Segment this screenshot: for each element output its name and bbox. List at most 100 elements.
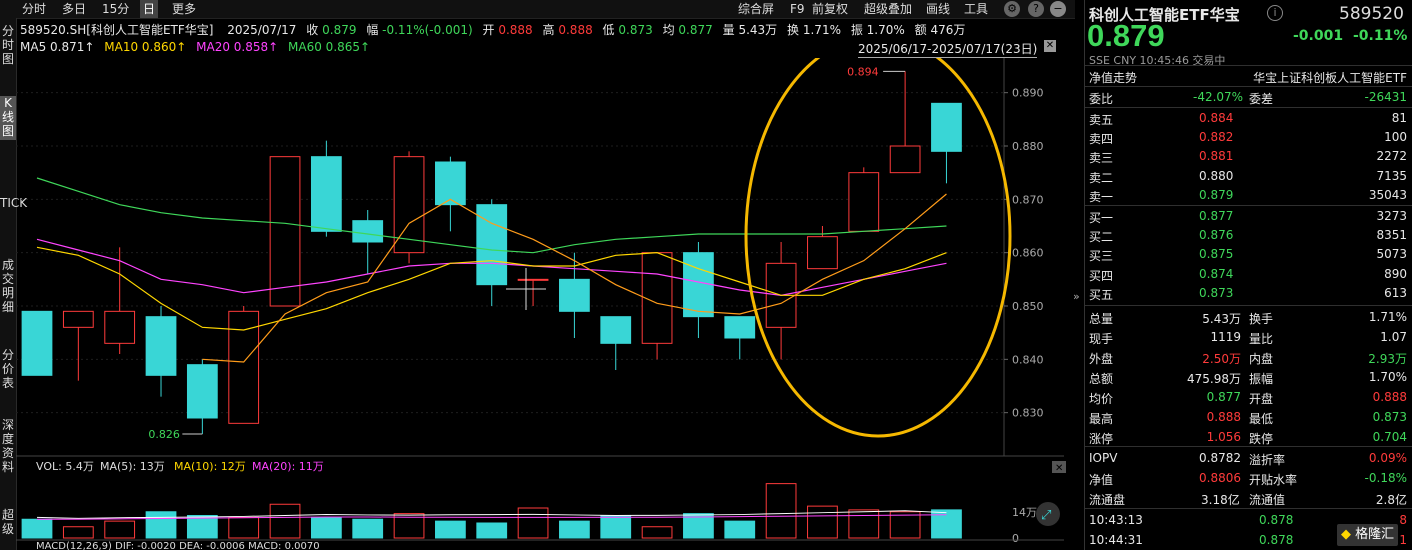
stats-row: 总额 475.98万 振幅 1.70% (1089, 368, 1409, 387)
stats-row: 总量 5.43万 换手 1.71% (1089, 308, 1409, 327)
stats-label: 外盘 (1089, 352, 1114, 366)
bid-price: 0.876 (1199, 228, 1234, 243)
kline-chart[interactable]: 0.890 0.880 0.870 0.860 0.850 0.840 0.830 0.894… (16, 58, 1074, 550)
tab-overlay[interactable]: 超级叠加 (864, 2, 913, 16)
low-value: 0.873 (618, 23, 653, 37)
ask-row[interactable]: 卖三 0.881 2272 (1089, 147, 1409, 166)
tab-daily[interactable]: 日 (140, 0, 159, 18)
nav-trend-link[interactable]: 净值走势 (1089, 71, 1138, 85)
amplitude-value: 1.70% (866, 23, 905, 37)
stats-row: 现手 1119 量比 1.07 (1089, 328, 1409, 347)
volume-tick-label: 14万 (1012, 506, 1037, 519)
iopv-row: IOPV 0.8782 溢折率 0.09% (1089, 449, 1409, 468)
stats-label: 总额 (1089, 372, 1114, 386)
ask-label: 卖四 (1089, 132, 1114, 147)
expand-arrow-icon[interactable]: » (1073, 290, 1080, 303)
y-tick-label: 0.840 (1012, 353, 1044, 366)
stats-value: 1.07 (1380, 330, 1407, 344)
chart-toolbar: 分时 多日 15分 日 更多 综合屏 F9 前复权 超级叠加 画线 工具 ⚙ ?… (0, 0, 1075, 19)
side-tab-depth-data[interactable]: 深度资料 (1, 418, 14, 474)
tab-f9[interactable]: F9 (790, 2, 805, 16)
ask-price: 0.880 (1199, 168, 1234, 183)
turnover-label: 换 (787, 23, 800, 37)
high-label: 高 (542, 23, 555, 37)
side-tab-trade-detail[interactable]: 成交明细 (1, 258, 14, 314)
stats-value: 1.70% (1368, 370, 1407, 384)
bid-row[interactable]: 买五 0.873 613 (1089, 284, 1409, 303)
side-tab-kline-chart[interactable]: K线图 (0, 96, 16, 140)
ask-row[interactable]: 卖五 0.884 81 (1089, 109, 1409, 128)
float-row: 流通盘 3.18亿 流通值 2.8亿 (1089, 489, 1409, 508)
ask-row[interactable]: 卖二 0.880 7135 (1089, 167, 1409, 186)
bid-row[interactable]: 买二 0.876 8351 (1089, 226, 1409, 245)
tab-composite-screen[interactable]: 综合屏 (738, 2, 775, 16)
nav-label: 净值 (1089, 473, 1114, 487)
side-tab-price-table[interactable]: 分价表 (1, 348, 14, 390)
change-label: 幅 (366, 23, 379, 37)
side-tab-intraday-chart[interactable]: 分时图 (1, 24, 14, 66)
bid-volume: 3273 (1376, 209, 1407, 223)
amount-value: 476万 (930, 23, 966, 37)
ma5-legend: MA5 0.871↑ (20, 40, 95, 54)
iopv-value: 0.8782 (1199, 451, 1241, 465)
tab-tools[interactable]: 工具 (964, 2, 989, 16)
bid-volume: 8351 (1376, 228, 1407, 243)
float-value: 3.18亿 (1201, 493, 1240, 507)
open-premium-value: -0.18% (1364, 471, 1407, 485)
tab-15min[interactable]: 15分 (102, 2, 130, 16)
nav-value: 0.8806 (1199, 471, 1241, 485)
volume-bar (228, 516, 260, 539)
macd-label: MACD(12,26,9) DIF: -0.0020 DEA: -0.0006 … (36, 541, 320, 550)
volume-bar (21, 518, 53, 539)
stats-value: 2.93万 (1368, 352, 1407, 366)
side-tab-tick[interactable]: TICK (0, 196, 28, 210)
help-icon[interactable]: ? (1028, 1, 1044, 17)
close-panel-icon[interactable]: ✕ (1044, 40, 1056, 52)
ma5-line (202, 193, 947, 363)
bid-label: 买四 (1089, 268, 1114, 283)
ask-row[interactable]: 卖四 0.882 100 (1089, 128, 1409, 147)
ask-label: 卖二 (1089, 170, 1114, 185)
volume-bar (683, 513, 714, 539)
minus-icon[interactable]: − (1050, 1, 1066, 17)
bid-price: 0.875 (1199, 247, 1234, 262)
info-icon[interactable]: i (1267, 5, 1283, 21)
amplitude-label: 振 (850, 23, 863, 37)
stats-label: 开盘 (1249, 392, 1274, 406)
close-volume-panel-icon: ✕ (1055, 463, 1063, 474)
bid-row[interactable]: 买一 0.877 3273 (1089, 207, 1409, 226)
expand-icon (1036, 502, 1060, 526)
settings-icon[interactable]: ⚙ (1004, 1, 1020, 17)
float-label: 流通盘 (1089, 493, 1126, 507)
bid-row[interactable]: 买三 0.875 5073 (1089, 245, 1409, 264)
candle-body (683, 252, 714, 318)
bid-price: 0.877 (1199, 209, 1234, 223)
candle-body (104, 310, 136, 344)
y-tick-label: 0.880 (1012, 140, 1044, 153)
tab-draw-lines[interactable]: 画线 (926, 2, 951, 16)
tick-price: 0.878 (1259, 533, 1294, 547)
volume-title: VOL: 5.4万 (36, 460, 94, 473)
tab-more[interactable]: 更多 (172, 2, 197, 16)
ma20-legend: MA20 0.858↑ (196, 40, 279, 54)
tab-intraday[interactable]: 分时 (22, 2, 47, 16)
order-ratio-row: 委比 -42.07% 委差 -26431 (1089, 88, 1409, 107)
tab-multi-day[interactable]: 多日 (62, 2, 87, 16)
stats-value: 0.877 (1206, 390, 1241, 404)
stats-value: 0.704 (1372, 430, 1407, 444)
tab-forward-adjust[interactable]: 前复权 (812, 2, 849, 16)
y-tick-label: 0.870 (1012, 193, 1044, 206)
ask-volume: 81 (1391, 111, 1407, 125)
nav-row[interactable]: 净值走势 华宝上证科创板人工智能ETF (1089, 67, 1409, 86)
open-value: 0.888 (498, 23, 533, 37)
side-tab-super[interactable]: 超级 (1, 508, 14, 536)
ask-volume: 100 (1384, 130, 1407, 145)
ask-row[interactable]: 卖一 0.879 35043 (1089, 186, 1409, 205)
bid-row[interactable]: 买四 0.874 890 (1089, 265, 1409, 284)
ask-label: 卖五 (1089, 113, 1114, 127)
candle-body (62, 310, 94, 328)
volume-zero-label: 0 (1012, 532, 1019, 545)
fund-code: 589520 (1339, 4, 1404, 24)
volume-bar (765, 483, 797, 539)
volume-bar (352, 518, 384, 539)
